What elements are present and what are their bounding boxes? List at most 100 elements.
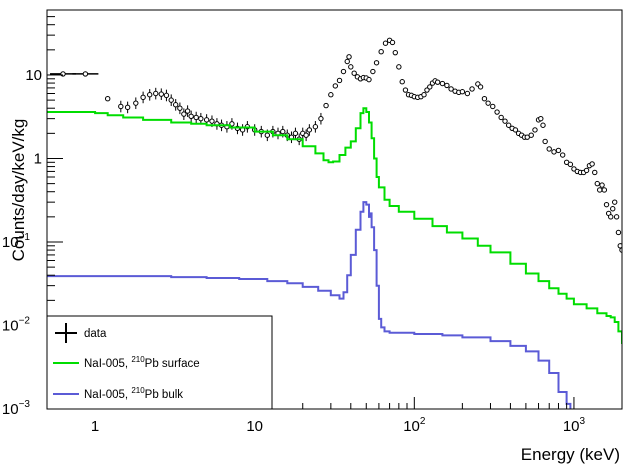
data-point — [610, 206, 616, 212]
data-point — [439, 80, 446, 87]
data-point — [551, 149, 557, 155]
data-point — [498, 114, 504, 121]
data-point — [318, 115, 324, 122]
data-point — [153, 90, 159, 97]
series-line — [47, 201, 572, 409]
data-point — [264, 132, 271, 138]
data-point — [396, 64, 402, 70]
data-point — [378, 49, 384, 55]
series-data — [50, 37, 622, 253]
data-point — [328, 92, 334, 98]
data-point — [538, 115, 544, 122]
series-bulk — [47, 201, 572, 409]
data-point — [469, 86, 475, 92]
x-tick-label: 10 — [246, 418, 263, 435]
x-tick-label: 1 — [91, 418, 99, 435]
data-point — [592, 169, 598, 176]
series-line — [47, 107, 622, 344]
data-point — [104, 95, 111, 102]
data-point — [82, 71, 89, 77]
data-point — [546, 146, 552, 152]
data-point — [348, 64, 354, 70]
data-point — [168, 97, 174, 103]
data-point — [389, 39, 396, 46]
data-point — [323, 102, 329, 109]
data-point — [481, 95, 488, 102]
data-point — [502, 118, 508, 124]
legend-label-surface: NaI-005, 210Pb surface — [84, 355, 200, 370]
data-point — [505, 122, 512, 128]
data-point — [599, 182, 605, 188]
data-point — [567, 161, 574, 168]
x-tick-label: 103 — [563, 416, 586, 435]
data-point — [532, 127, 538, 133]
y-tick-label: 1 — [34, 150, 42, 167]
data-point — [392, 49, 398, 56]
data-point — [306, 127, 313, 133]
data-point — [597, 187, 603, 193]
data-point — [198, 115, 204, 122]
data-point — [193, 114, 199, 121]
data-point — [542, 138, 548, 145]
data-point — [382, 40, 389, 46]
legend-label-bulk: NaI-005, 210Pb bulk — [84, 386, 183, 401]
legend-box — [46, 315, 273, 410]
data-point — [512, 127, 519, 133]
data-point — [140, 94, 146, 101]
data-point — [184, 108, 191, 114]
data-point — [346, 54, 352, 60]
y-tick-label: 10−2 — [2, 315, 31, 334]
data-point — [373, 60, 380, 66]
data-point — [459, 89, 466, 95]
series-layer — [47, 37, 622, 409]
data-point — [303, 132, 309, 138]
data-point — [490, 103, 496, 110]
data-point — [158, 91, 164, 97]
data-point — [292, 130, 299, 137]
x-axis-title: Energy (keV) — [521, 445, 620, 464]
y-tick-label: 10−3 — [2, 399, 31, 418]
plot-frame — [46, 9, 623, 410]
data-point — [611, 199, 618, 205]
data-point — [124, 104, 131, 111]
data-point — [118, 103, 124, 110]
data-point — [555, 147, 562, 154]
data-point — [464, 90, 471, 97]
data-point — [402, 87, 409, 93]
data-point — [589, 161, 595, 167]
data-point — [163, 92, 170, 99]
data-point — [477, 84, 484, 90]
y-tick-label: 10 — [25, 67, 42, 84]
data-point — [344, 58, 350, 65]
data-point — [615, 229, 622, 236]
data-point — [603, 201, 610, 208]
data-point — [280, 128, 286, 135]
legend-label-data: data — [84, 328, 107, 340]
data-point — [312, 124, 319, 130]
data-point — [340, 68, 347, 75]
legend: data NaI-005, 210Pb surface NaI-005, 210Pb… — [46, 315, 273, 410]
data-point — [181, 111, 187, 117]
data-point — [427, 84, 433, 90]
data-point — [559, 152, 566, 158]
data-point — [209, 118, 215, 124]
data-point — [366, 76, 372, 83]
data-point — [188, 113, 194, 120]
data-point — [203, 117, 210, 123]
data-point — [434, 79, 441, 85]
data-point — [172, 102, 179, 108]
data-point — [336, 77, 343, 84]
data-point — [177, 105, 183, 111]
data-point — [594, 180, 600, 187]
data-point — [540, 122, 546, 128]
data-point — [133, 100, 139, 106]
data-point — [351, 70, 357, 76]
series-surface — [47, 107, 622, 344]
data-point — [399, 79, 405, 85]
data-point — [444, 82, 450, 89]
data-point — [601, 187, 608, 193]
data-point — [608, 214, 614, 220]
data-point — [421, 92, 427, 98]
